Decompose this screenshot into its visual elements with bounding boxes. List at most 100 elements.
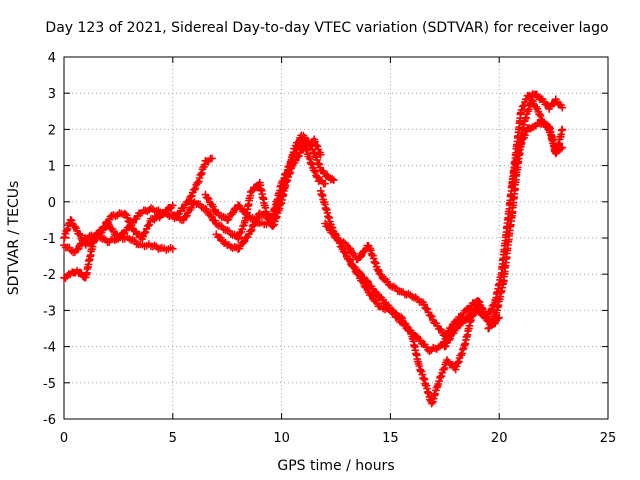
data-point <box>316 150 325 159</box>
x-tick-labels: 0 5 10 15 20 25 <box>60 431 616 446</box>
data-point-segment <box>551 95 565 110</box>
data-point-segment <box>114 233 132 243</box>
x-tick-label: 15 <box>382 431 399 446</box>
series-2 <box>60 230 177 257</box>
data-point <box>495 313 504 322</box>
x-tick-label: 10 <box>273 431 290 446</box>
data-point <box>558 125 567 134</box>
data-point-segment <box>60 241 78 257</box>
data-point-segment <box>364 241 383 276</box>
data-point-segment <box>277 162 296 200</box>
data-point-segment <box>342 252 361 277</box>
data-point-segment <box>414 359 429 384</box>
data-point-segment <box>212 208 230 222</box>
data-point-segment <box>157 243 175 254</box>
data-point-segment <box>288 145 307 169</box>
data-point-segment <box>179 199 198 224</box>
y-tick-label: -3 <box>43 304 56 319</box>
data-point-segment <box>545 126 560 152</box>
data-point-segment <box>138 217 155 244</box>
data-point <box>168 244 177 253</box>
data-point-segment <box>473 306 489 320</box>
data-point-segment <box>514 116 529 152</box>
data-point-segment <box>212 230 230 248</box>
data-point-segment <box>499 244 512 286</box>
data-point-segment <box>434 358 451 388</box>
series-8 <box>321 219 493 340</box>
data-point-segment <box>421 379 436 406</box>
data-point-segment <box>551 144 565 155</box>
data-point-segment <box>308 160 322 182</box>
y-tick-label: 3 <box>48 87 56 102</box>
data-series <box>60 90 567 408</box>
y-tick-label: -6 <box>43 413 56 428</box>
data-point-segment <box>508 146 523 188</box>
data-point <box>321 179 330 188</box>
y-tick-label: 2 <box>48 123 56 138</box>
x-tick-label: 0 <box>60 431 68 446</box>
data-point-segment <box>90 225 106 242</box>
x-axis-label: GPS time / hours <box>277 458 394 474</box>
data-point-segment <box>451 315 469 333</box>
data-point-segment <box>419 298 437 325</box>
series-3 <box>60 201 177 283</box>
y-tick-label: -2 <box>43 268 56 283</box>
data-point-segment <box>194 160 209 186</box>
data-point-segment <box>353 270 372 295</box>
data-point-segment <box>462 308 480 322</box>
data-point-segment <box>427 381 442 408</box>
data-point-segment <box>408 332 423 366</box>
data-point-segment <box>397 287 415 300</box>
data-point <box>329 176 338 185</box>
data-point-segment <box>316 186 335 229</box>
series-9 <box>342 252 478 408</box>
data-point-segment <box>484 308 501 333</box>
data-point <box>558 143 567 152</box>
data-point-segment <box>530 119 545 131</box>
y-tick-label: -4 <box>43 341 56 356</box>
data-point-segment <box>99 212 115 232</box>
y-tick-label: 1 <box>48 160 56 175</box>
data-point-segment <box>103 235 121 247</box>
y-tick-label: -5 <box>43 377 56 392</box>
data-point-segment <box>234 233 252 254</box>
data-point-segment <box>545 99 559 113</box>
data-point-segment <box>223 204 241 225</box>
data-point <box>168 201 177 210</box>
data-point-segment <box>440 326 459 351</box>
data-point-segment <box>443 356 459 372</box>
data-point-segment <box>201 204 220 225</box>
x-tick-label: 5 <box>169 431 177 446</box>
data-point-segment <box>371 287 389 307</box>
data-point-segment <box>517 95 531 117</box>
data-point <box>207 154 216 163</box>
y-tick-label: -1 <box>43 232 56 247</box>
data-point-segment <box>451 344 468 374</box>
data-point-segment <box>397 313 416 339</box>
data-point-segment <box>86 237 98 261</box>
x-tick-label: 25 <box>600 431 617 446</box>
data-point-segment <box>316 166 330 181</box>
data-point-segment <box>375 269 393 289</box>
series-6 <box>212 135 325 254</box>
data-point-segment <box>503 211 516 249</box>
data-point-segment <box>186 178 202 201</box>
data-point-segment <box>66 215 80 233</box>
data-point-segment <box>332 233 350 248</box>
data-point-segment <box>255 178 270 216</box>
y-tick-labels: -6 -5 -4 -3 -2 -1 0 1 2 3 4 <box>43 51 56 428</box>
data-point-segment <box>375 302 393 314</box>
y-axis-label: SDTVAR / TECUs <box>6 181 22 296</box>
data-point-segment <box>155 205 171 222</box>
series-12 <box>508 96 567 188</box>
chart-title: Day 123 of 2021, Sidereal Day-to-day VTE… <box>45 20 608 36</box>
x-tick-label: 20 <box>491 431 508 446</box>
data-point-segment <box>493 279 508 315</box>
data-point-segment <box>451 306 469 327</box>
axis-ticks <box>63 56 609 420</box>
data-point-segment <box>164 203 176 212</box>
data-point-segment <box>136 240 153 251</box>
data-point-segment <box>120 209 137 233</box>
data-point-segment <box>234 201 252 220</box>
